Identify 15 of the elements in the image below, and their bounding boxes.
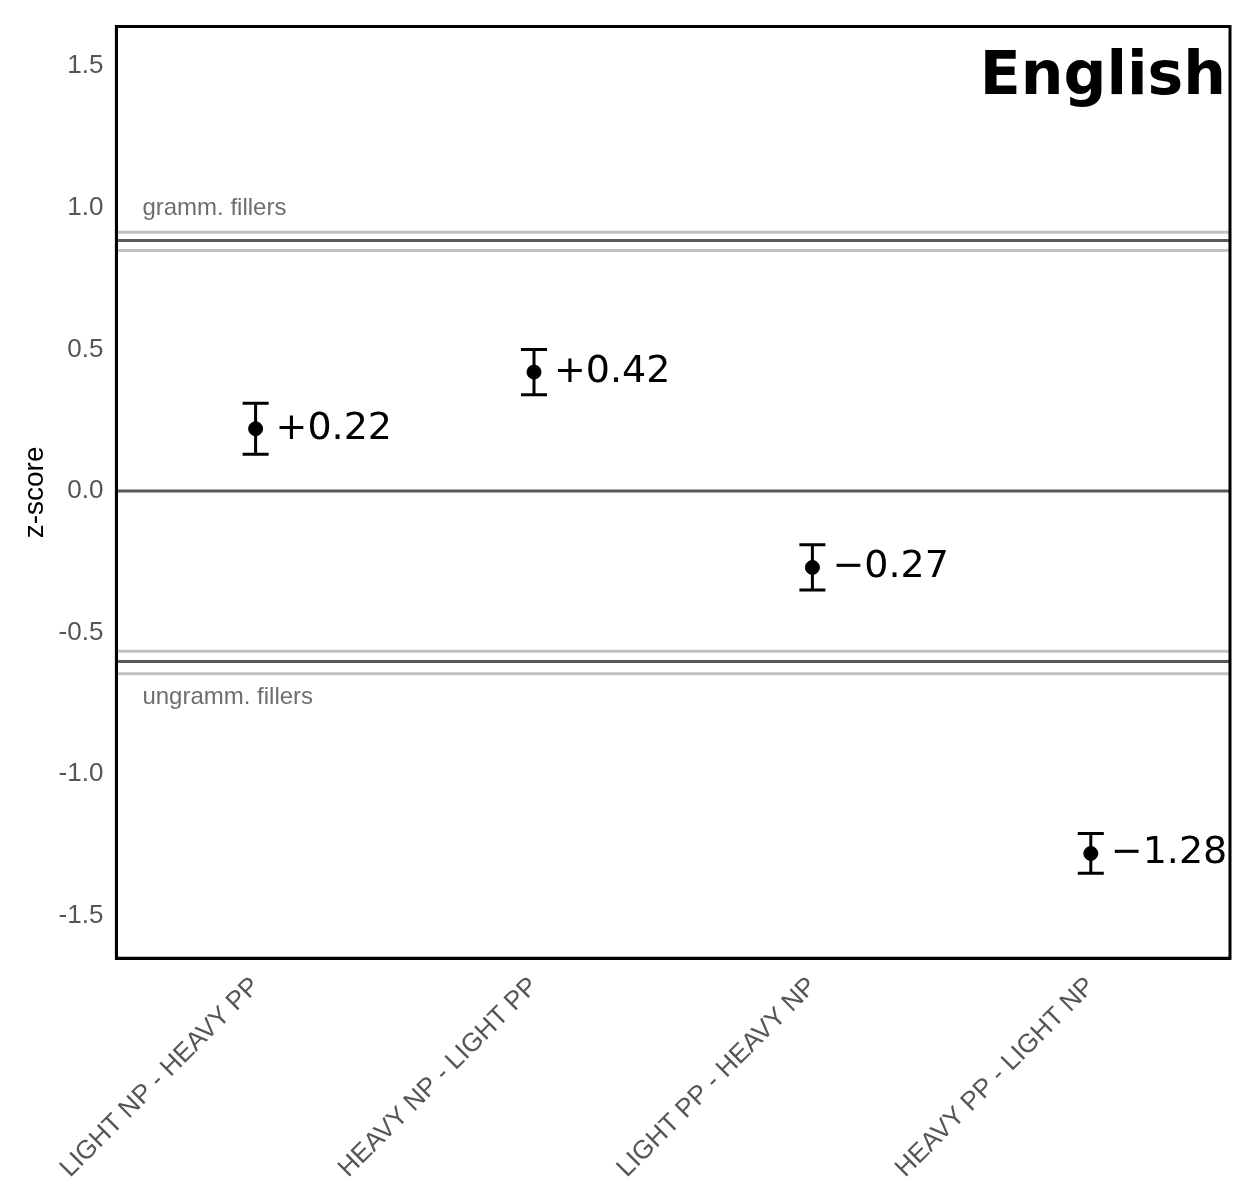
y-tick-label: 0.5 <box>67 332 104 363</box>
y-tick-label: -1.0 <box>58 757 104 788</box>
data-label: −1.28 <box>1110 828 1228 873</box>
y-tick-label: 0.0 <box>67 474 104 505</box>
y-tick-label: -0.5 <box>58 615 104 646</box>
chart-title: English <box>979 38 1226 109</box>
data-label: −0.27 <box>832 542 949 587</box>
data-label: +0.22 <box>275 403 393 448</box>
data-label: +0.42 <box>554 346 671 391</box>
y-axis-title: z-score <box>17 446 49 539</box>
ref-line-label: ungramm. fillers <box>142 682 314 710</box>
y-tick-label: 1.5 <box>67 49 104 80</box>
y-tick-label: -1.5 <box>58 898 104 929</box>
ref-line-label: gramm. fillers <box>142 193 287 221</box>
y-tick-label: 1.0 <box>67 191 104 221</box>
